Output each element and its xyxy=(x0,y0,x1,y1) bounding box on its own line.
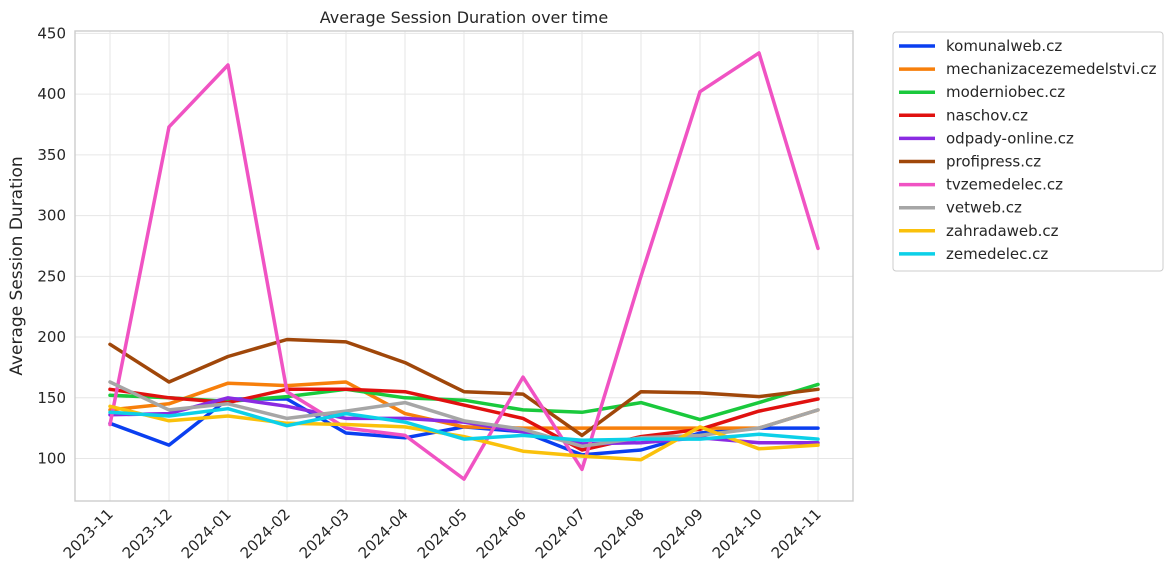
legend-item: mechanizacezemedelstvi.cz xyxy=(899,60,1157,78)
plot-frame xyxy=(74,30,854,502)
legend-label: mechanizacezemedelstvi.cz xyxy=(946,60,1157,78)
y-tick-label: 150 xyxy=(37,389,66,407)
legend-items: komunalweb.cz mechanizacezemedelstvi.cz mo… xyxy=(899,37,1157,263)
legend-label: zahradaweb.cz xyxy=(946,222,1059,240)
legend-label: odpady-online.cz xyxy=(946,129,1074,147)
y-tick-label: 100 xyxy=(37,449,66,467)
chart-title: Average Session Duration over time xyxy=(320,8,608,27)
y-tick-label: 250 xyxy=(37,267,66,285)
legend-label: tvzemedelec.cz xyxy=(946,176,1063,194)
y-axis-title: Average Session Duration xyxy=(7,156,27,375)
legend-item: naschov.cz xyxy=(899,106,1028,124)
legend-label: zemedelec.cz xyxy=(946,245,1048,263)
y-tick-label: 400 xyxy=(37,85,66,103)
legend: komunalweb.cz mechanizacezemedelstvi.cz mo… xyxy=(892,31,1164,272)
legend-item: vetweb.cz xyxy=(899,199,1022,217)
legend-label: profipress.cz xyxy=(946,153,1041,171)
legend-frame xyxy=(892,31,1164,272)
series-line-zahradaweb-cz xyxy=(108,404,820,462)
legend-label: vetweb.cz xyxy=(946,199,1022,217)
y-tick-label: 300 xyxy=(37,207,66,225)
legend-item: zahradaweb.cz xyxy=(899,222,1059,240)
series-lines xyxy=(108,51,820,481)
legend-item: profipress.cz xyxy=(899,153,1041,171)
legend-item: odpady-online.cz xyxy=(899,129,1074,147)
series-line-tvzemedelec-cz xyxy=(108,51,820,481)
legend-item: komunalweb.cz xyxy=(899,37,1062,55)
series-line-profipress-cz xyxy=(108,337,820,438)
y-tick-label: 350 xyxy=(37,146,66,164)
y-tick-label: 200 xyxy=(37,328,66,346)
series-line-vetweb-cz xyxy=(108,380,820,449)
legend-label: komunalweb.cz xyxy=(946,37,1062,55)
legend-item: zemedelec.cz xyxy=(899,245,1048,263)
series-line-zemedelec-cz xyxy=(108,406,820,443)
gridlines xyxy=(75,31,853,501)
y-tick-label: 450 xyxy=(37,24,66,42)
legend-label: moderniobec.cz xyxy=(946,83,1065,101)
legend-label: naschov.cz xyxy=(946,106,1028,124)
legend-item: tvzemedelec.cz xyxy=(899,176,1063,194)
legend-item: moderniobec.cz xyxy=(899,83,1065,101)
